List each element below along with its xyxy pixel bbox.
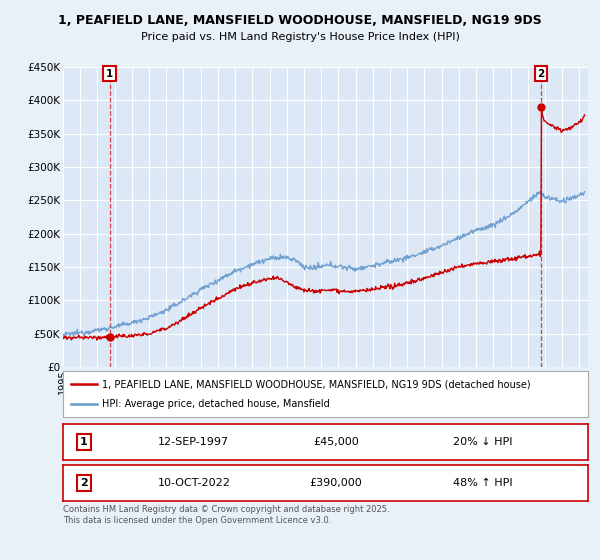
- Text: 48% ↑ HPI: 48% ↑ HPI: [453, 478, 513, 488]
- Text: 1: 1: [106, 69, 113, 79]
- Text: Price paid vs. HM Land Registry's House Price Index (HPI): Price paid vs. HM Land Registry's House …: [140, 32, 460, 43]
- Text: £390,000: £390,000: [310, 478, 362, 488]
- Text: 2: 2: [538, 69, 545, 79]
- Text: 12-SEP-1997: 12-SEP-1997: [157, 437, 229, 447]
- Text: £45,000: £45,000: [313, 437, 359, 447]
- Text: 1, PEAFIELD LANE, MANSFIELD WOODHOUSE, MANSFIELD, NG19 9DS: 1, PEAFIELD LANE, MANSFIELD WOODHOUSE, M…: [58, 14, 542, 27]
- Text: 20% ↓ HPI: 20% ↓ HPI: [453, 437, 513, 447]
- Text: 2: 2: [80, 478, 88, 488]
- Text: HPI: Average price, detached house, Mansfield: HPI: Average price, detached house, Mans…: [103, 399, 330, 409]
- Text: 1: 1: [80, 437, 88, 447]
- Text: 10-OCT-2022: 10-OCT-2022: [157, 478, 230, 488]
- Text: 1, PEAFIELD LANE, MANSFIELD WOODHOUSE, MANSFIELD, NG19 9DS (detached house): 1, PEAFIELD LANE, MANSFIELD WOODHOUSE, M…: [103, 379, 531, 389]
- Text: Contains HM Land Registry data © Crown copyright and database right 2025.
This d: Contains HM Land Registry data © Crown c…: [63, 505, 389, 525]
